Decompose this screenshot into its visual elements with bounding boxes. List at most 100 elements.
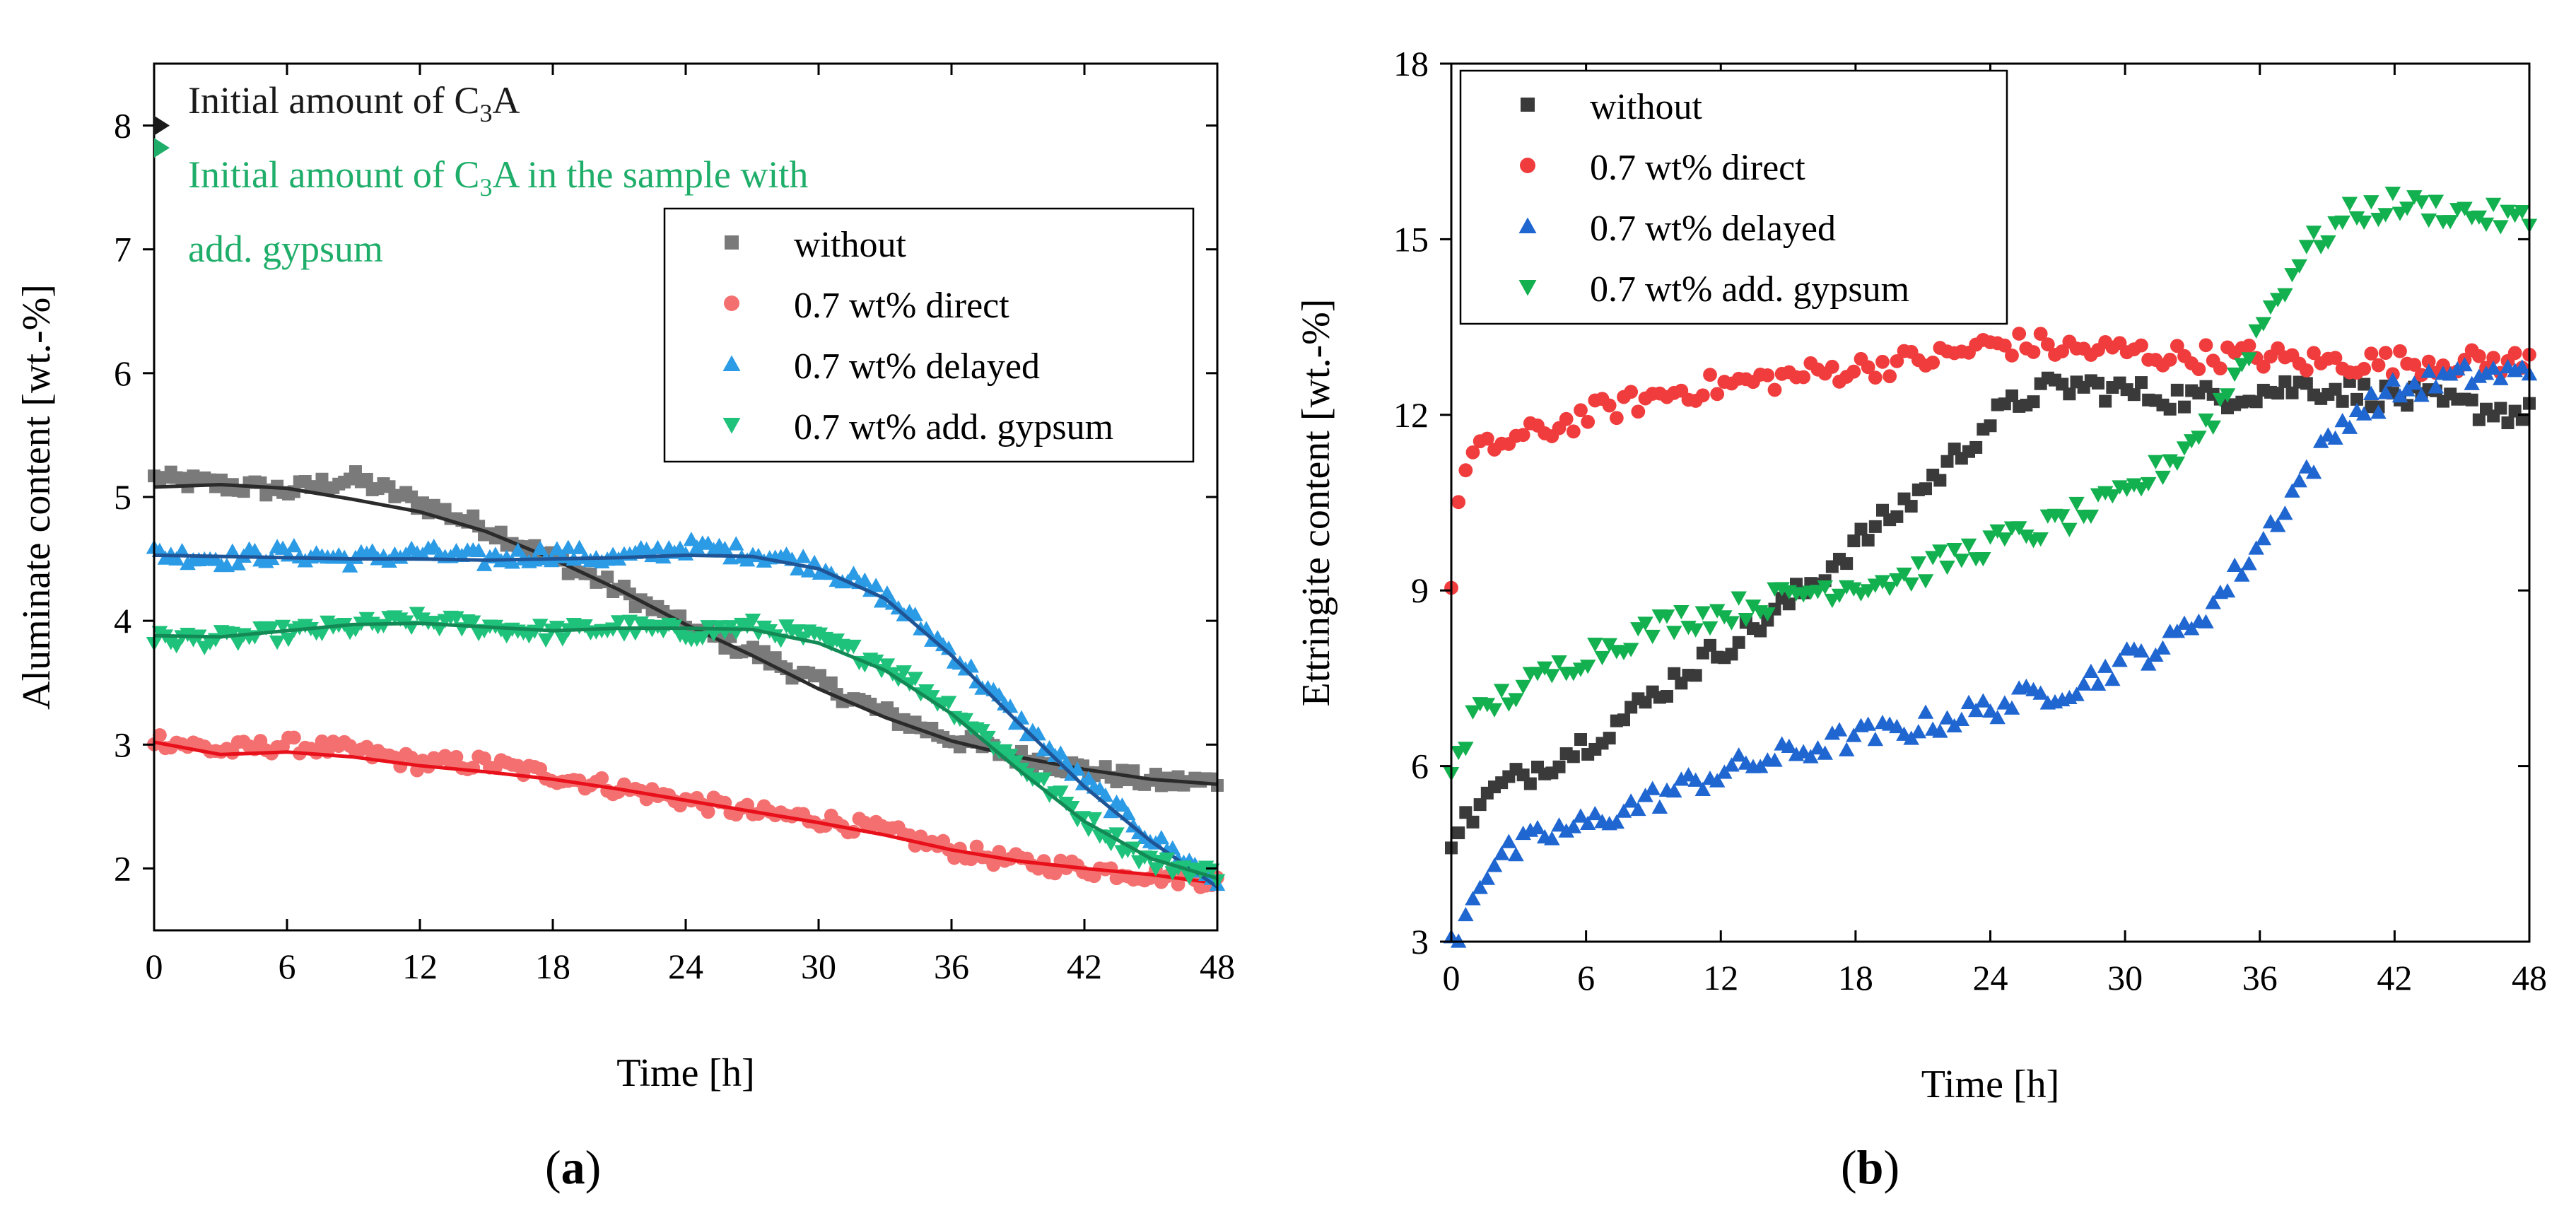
data-point bbox=[1658, 609, 1675, 624]
data-point bbox=[1452, 826, 1465, 840]
data-point bbox=[1932, 544, 1948, 559]
data-point bbox=[2285, 386, 2299, 399]
data-point bbox=[1127, 764, 1140, 778]
data-point bbox=[286, 537, 303, 553]
data-point bbox=[2054, 509, 2071, 524]
y-tick-label: 15 bbox=[1393, 219, 1429, 259]
data-point bbox=[2500, 204, 2516, 219]
x-tick-label: 30 bbox=[2107, 958, 2143, 998]
data-point bbox=[1622, 793, 1639, 808]
data-point bbox=[2406, 375, 2423, 390]
data-point bbox=[2384, 372, 2401, 387]
y-tick-label: 6 bbox=[1411, 747, 1429, 786]
legend-label: without bbox=[1590, 87, 1702, 127]
data-point bbox=[1579, 660, 1596, 674]
data-point bbox=[2269, 517, 2286, 532]
data-point bbox=[464, 615, 481, 630]
data-point bbox=[2133, 643, 2150, 658]
legend-marker bbox=[1520, 158, 1535, 173]
data-point bbox=[2442, 215, 2459, 230]
data-point bbox=[1486, 858, 1503, 872]
data-point bbox=[2163, 402, 2177, 416]
data-point bbox=[2478, 217, 2495, 233]
data-point bbox=[879, 658, 896, 673]
data-point bbox=[1159, 852, 1176, 867]
data-point bbox=[1164, 840, 1181, 855]
data-point bbox=[153, 727, 167, 742]
data-point bbox=[2514, 205, 2531, 220]
data-point bbox=[621, 614, 638, 629]
data-point bbox=[1479, 870, 1496, 885]
data-point bbox=[694, 631, 710, 646]
data-point bbox=[1975, 552, 1991, 567]
data-point bbox=[405, 490, 418, 503]
data-point bbox=[2413, 195, 2430, 210]
data-point bbox=[2341, 197, 2358, 211]
data-point bbox=[2242, 339, 2256, 353]
data-point bbox=[2486, 351, 2501, 365]
data-point bbox=[1630, 622, 1646, 637]
annotation-text: Initial amount of C3A in the sample with bbox=[188, 153, 808, 201]
data-point bbox=[1975, 693, 1991, 708]
data-point bbox=[1617, 713, 1630, 727]
data-point bbox=[1508, 847, 1524, 862]
fit-line bbox=[153, 482, 1218, 786]
data-point bbox=[1989, 524, 2006, 539]
data-point bbox=[449, 749, 464, 764]
x-tick-label: 24 bbox=[1973, 958, 2008, 998]
y-tick-label: 12 bbox=[1393, 395, 1429, 435]
legend-marker bbox=[725, 235, 739, 250]
data-point bbox=[1668, 667, 1681, 680]
data-point bbox=[1529, 819, 1546, 835]
data-point bbox=[1926, 355, 1940, 370]
data-point bbox=[230, 556, 246, 571]
data-point bbox=[1631, 404, 1646, 419]
legend-box bbox=[1459, 69, 2008, 325]
data-point bbox=[1567, 750, 1580, 764]
data-point bbox=[168, 639, 185, 654]
data-point bbox=[549, 541, 566, 556]
data-point bbox=[1103, 804, 1119, 819]
data-point bbox=[2040, 337, 2055, 352]
data-point bbox=[1831, 722, 1848, 737]
data-point bbox=[2097, 658, 2114, 673]
data-point bbox=[2191, 431, 2207, 445]
legend-marker bbox=[722, 418, 741, 434]
data-point bbox=[2370, 404, 2387, 419]
data-point bbox=[2140, 656, 2157, 671]
series-b-3 bbox=[1443, 187, 2538, 782]
data-point bbox=[2148, 647, 2164, 662]
data-point bbox=[1890, 353, 1904, 368]
data-point bbox=[2241, 352, 2257, 367]
data-point bbox=[2507, 346, 2522, 361]
annotation-marker bbox=[154, 138, 170, 158]
data-point bbox=[1630, 801, 1646, 817]
data-point bbox=[2348, 211, 2365, 226]
data-point bbox=[2099, 394, 2112, 408]
data-point bbox=[1120, 806, 1136, 821]
data-point bbox=[1861, 534, 1875, 547]
data-point bbox=[2291, 259, 2307, 274]
data-point bbox=[2083, 663, 2100, 678]
data-point bbox=[2485, 197, 2502, 212]
data-point bbox=[2234, 358, 2250, 373]
legend-label: 0.7 wt% add. gypsum bbox=[1590, 269, 1909, 310]
data-point bbox=[1069, 761, 1086, 776]
data-point bbox=[1639, 696, 1652, 709]
data-point bbox=[1982, 703, 1998, 718]
data-point bbox=[1694, 781, 1711, 796]
data-point bbox=[1687, 772, 1704, 787]
data-point bbox=[940, 696, 957, 710]
data-point bbox=[1910, 724, 1927, 739]
data-point bbox=[1108, 827, 1125, 842]
data-point bbox=[280, 633, 297, 648]
data-point bbox=[1767, 382, 1782, 397]
data-point bbox=[2341, 419, 2358, 434]
data-point bbox=[2358, 378, 2371, 391]
y-tick-label: 9 bbox=[1411, 571, 1429, 610]
data-point bbox=[2219, 388, 2236, 403]
caption-a: (a) bbox=[545, 1140, 602, 1194]
data-point bbox=[537, 633, 554, 648]
data-point bbox=[2413, 387, 2430, 402]
data-point bbox=[1080, 771, 1097, 785]
